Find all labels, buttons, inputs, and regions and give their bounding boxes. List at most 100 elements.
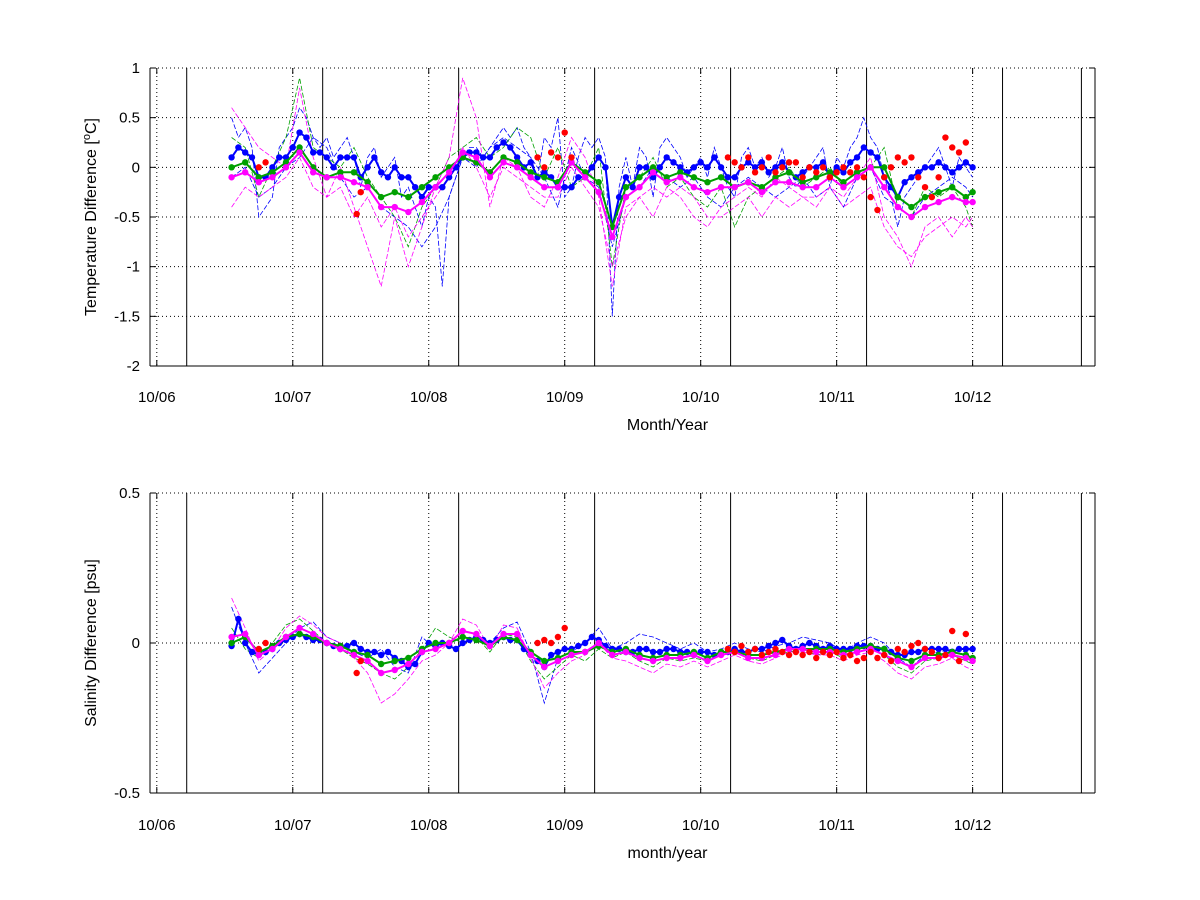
data-point	[384, 648, 392, 656]
data-point	[296, 624, 303, 632]
x-axis-label: Month/Year	[627, 417, 709, 434]
data-point	[534, 154, 541, 161]
data-point	[826, 169, 834, 176]
data-point	[949, 169, 956, 176]
data-point	[799, 174, 806, 181]
data-point	[357, 657, 364, 665]
data-point	[860, 174, 868, 181]
data-point	[894, 154, 902, 161]
series-line-4	[231, 77, 973, 289]
data-point	[969, 657, 976, 665]
data-point	[418, 648, 426, 656]
data-point	[921, 184, 929, 191]
data-point	[255, 651, 262, 659]
data-point	[241, 639, 249, 647]
data-point	[908, 648, 915, 656]
data-point	[949, 651, 956, 659]
data-point	[377, 193, 385, 201]
data-point	[636, 645, 643, 653]
data-point	[500, 159, 507, 166]
data-point	[649, 174, 657, 181]
data-point	[969, 164, 976, 171]
data-point	[677, 654, 684, 662]
data-point	[670, 645, 677, 653]
data-point	[690, 174, 698, 181]
data-point	[731, 159, 738, 166]
data-point	[881, 184, 888, 191]
data-point	[799, 651, 806, 659]
data-point	[513, 630, 521, 638]
data-point	[561, 624, 568, 632]
series-line-5	[231, 146, 973, 267]
data-point	[962, 654, 970, 662]
data-point	[241, 149, 249, 156]
data-point	[568, 159, 575, 166]
data-point	[323, 639, 330, 647]
data-point	[595, 179, 602, 186]
data-point	[622, 648, 630, 656]
data-point	[262, 639, 269, 647]
data-point	[772, 645, 779, 653]
data-point	[629, 184, 636, 191]
data-point	[459, 627, 466, 635]
data-point	[772, 639, 779, 647]
data-point	[405, 660, 412, 668]
data-point	[663, 179, 670, 186]
data-point	[649, 657, 657, 665]
data-point	[425, 184, 432, 191]
data-point	[955, 149, 963, 156]
data-point	[955, 164, 963, 171]
marker-series-3	[228, 624, 976, 677]
data-point	[928, 164, 936, 171]
data-point	[622, 184, 630, 191]
y-tick-label: 0.5	[119, 485, 140, 502]
data-point	[921, 645, 929, 653]
data-point	[765, 169, 772, 176]
data-point	[819, 648, 827, 656]
data-point	[581, 648, 589, 656]
data-point	[704, 657, 711, 665]
data-point	[867, 149, 874, 156]
data-point	[935, 645, 942, 653]
data-point	[439, 184, 446, 191]
data-point	[309, 169, 317, 176]
x-tick-label: 10/08	[410, 389, 448, 406]
y-tick-label: 0	[132, 635, 140, 652]
data-point	[772, 179, 779, 186]
data-point	[799, 169, 806, 176]
data-point	[275, 154, 283, 161]
data-point	[418, 198, 426, 206]
data-point	[541, 169, 548, 176]
data-point	[473, 154, 480, 161]
data-point	[962, 645, 970, 653]
data-point	[955, 645, 963, 653]
data-point	[391, 657, 398, 665]
data-point	[847, 169, 854, 176]
x-tick-label: 10/07	[274, 389, 312, 406]
data-point	[921, 193, 929, 201]
data-point	[575, 174, 582, 181]
x-tick-label: 10/12	[954, 817, 992, 834]
data-point	[949, 627, 956, 635]
data-point	[479, 154, 487, 161]
data-point	[962, 159, 970, 166]
y-tick-label: 0.5	[119, 110, 140, 127]
data-point	[670, 159, 677, 166]
data-point	[513, 164, 521, 171]
data-point	[860, 144, 868, 151]
data-point	[391, 666, 398, 674]
data-point	[860, 654, 868, 662]
data-point	[799, 179, 806, 186]
data-point	[636, 164, 643, 171]
data-point	[649, 169, 657, 176]
x-tick-label: 10/07	[274, 817, 312, 834]
x-tick-label: 10/11	[818, 817, 854, 834]
data-point	[527, 169, 534, 176]
data-point	[962, 630, 970, 638]
data-point	[867, 164, 874, 171]
data-point	[969, 188, 976, 196]
data-point	[785, 159, 793, 166]
data-point	[887, 657, 895, 665]
data-point	[282, 633, 290, 641]
data-point	[636, 174, 643, 181]
